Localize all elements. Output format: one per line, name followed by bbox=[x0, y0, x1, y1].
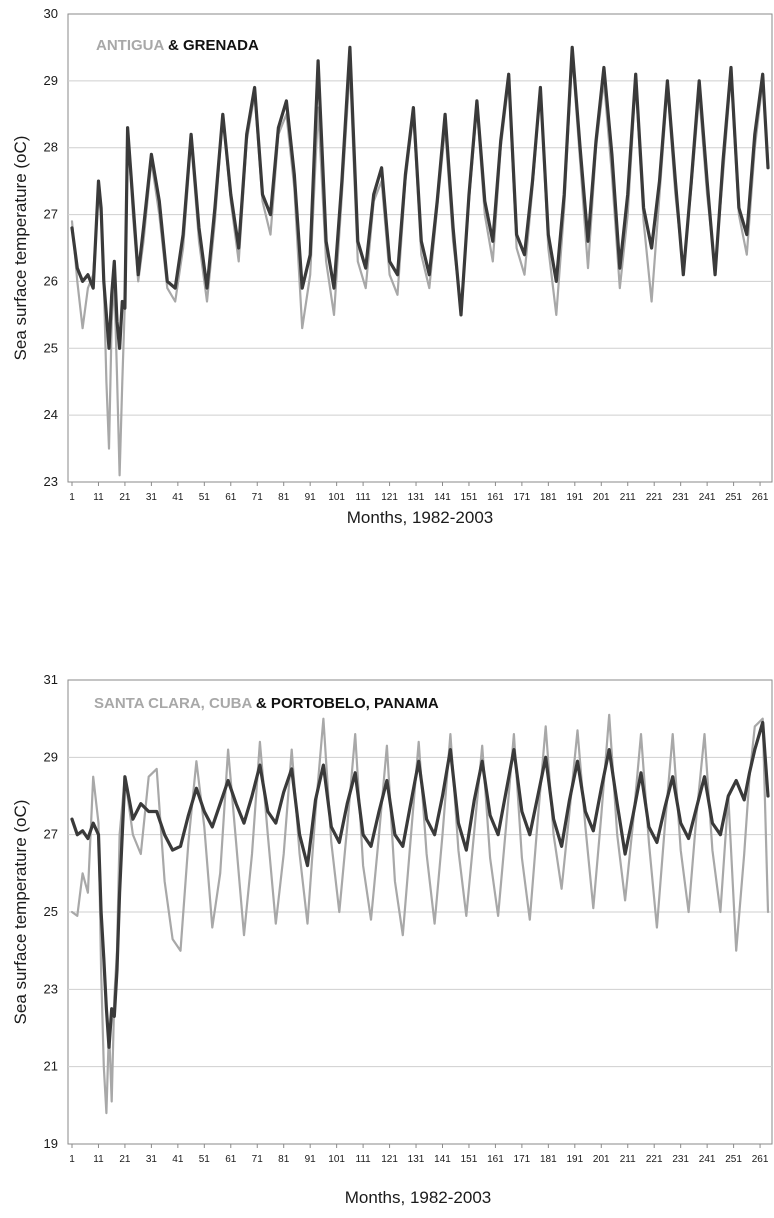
x-tick-label: 91 bbox=[305, 492, 317, 503]
x-tick-label: 21 bbox=[119, 492, 131, 503]
x-tick-label: 151 bbox=[461, 1154, 478, 1165]
x-tick-label: 211 bbox=[620, 1154, 636, 1165]
x-tick-label: 71 bbox=[252, 1154, 264, 1165]
x-tick-label: 111 bbox=[356, 1154, 372, 1165]
x-tick-label: 191 bbox=[566, 492, 583, 503]
x-tick-label: 251 bbox=[725, 492, 742, 503]
series-line-0 bbox=[70, 713, 770, 1115]
x-tick-label: 221 bbox=[646, 492, 663, 503]
y-tick-label: 31 bbox=[44, 672, 58, 687]
x-tick-label: 261 bbox=[752, 1154, 769, 1165]
x-tick-label: 221 bbox=[646, 1154, 663, 1165]
x-tick-label: 141 bbox=[434, 492, 451, 503]
x-tick-label: 31 bbox=[146, 492, 158, 503]
x-tick-label: 211 bbox=[620, 492, 636, 503]
x-tick-label: 231 bbox=[672, 1154, 689, 1165]
y-tick-label: 28 bbox=[44, 140, 58, 155]
x-tick-label: 201 bbox=[593, 1154, 610, 1165]
x-ticks: 1 11 21 31 41 51 61 71 81 91 101 111 121 131 141 151 161… bbox=[69, 482, 769, 503]
y-tick-label: 23 bbox=[44, 474, 58, 489]
y-tick-label: 24 bbox=[44, 407, 58, 422]
title-part-portobelo: & PORTOBELO, PANAMA bbox=[252, 695, 439, 712]
x-tick-label: 171 bbox=[514, 1154, 531, 1165]
chart-title: ANTIGUA & GRENADA bbox=[96, 37, 259, 54]
x-tick-label: 101 bbox=[328, 492, 345, 503]
chart-title: SANTA CLARA, CUBA & PORTOBELO, PANAMA bbox=[94, 695, 439, 712]
x-tick-label: 61 bbox=[225, 1154, 237, 1165]
x-tick-label: 131 bbox=[408, 1154, 425, 1165]
y-tick-label: 21 bbox=[44, 1059, 58, 1074]
y-ticks: 19 21 23 25 27 29 31 bbox=[44, 672, 58, 1151]
gridlines bbox=[68, 80, 772, 416]
y-tick-label: 23 bbox=[44, 981, 58, 996]
x-tick-label: 241 bbox=[699, 1154, 716, 1165]
x-tick-label: 241 bbox=[699, 492, 716, 503]
x-tick-label: 131 bbox=[408, 492, 425, 503]
y-tick-label: 25 bbox=[44, 904, 58, 919]
x-tick-label: 121 bbox=[381, 492, 398, 503]
x-tick-label: 231 bbox=[672, 492, 689, 503]
title-part-antigua: ANTIGUA bbox=[96, 37, 164, 54]
x-tick-label: 111 bbox=[356, 492, 372, 503]
x-tick-label: 71 bbox=[252, 492, 264, 503]
x-tick-label: 31 bbox=[146, 1154, 158, 1165]
y-ticks: 23 24 25 26 27 28 29 30 bbox=[44, 6, 58, 489]
x-tick-label: 141 bbox=[434, 1154, 451, 1165]
y-axis-label: Sea surface temperature (oC) bbox=[11, 800, 30, 1025]
x-axis-label: Months, 1982-2003 bbox=[345, 1188, 492, 1207]
x-tick-label: 171 bbox=[514, 492, 531, 503]
x-tick-label: 11 bbox=[93, 492, 104, 503]
x-tick-label: 1 bbox=[69, 492, 75, 503]
x-tick-label: 121 bbox=[381, 1154, 398, 1165]
title-part-santa-clara: SANTA CLARA, CUBA bbox=[94, 695, 252, 712]
y-tick-label: 30 bbox=[44, 6, 58, 21]
x-tick-label: 11 bbox=[93, 1154, 104, 1165]
x-tick-label: 161 bbox=[487, 492, 504, 503]
x-axis-label: Months, 1982-2003 bbox=[347, 508, 494, 527]
x-tick-label: 261 bbox=[752, 492, 769, 503]
x-tick-label: 1 bbox=[69, 1154, 75, 1165]
y-tick-label: 29 bbox=[44, 73, 58, 88]
y-tick-label: 25 bbox=[44, 340, 58, 355]
x-tick-label: 81 bbox=[278, 1154, 290, 1165]
x-tick-label: 251 bbox=[725, 1154, 742, 1165]
series-line-1 bbox=[70, 45, 770, 350]
x-tick-label: 51 bbox=[199, 492, 211, 503]
x-tick-label: 101 bbox=[328, 1154, 345, 1165]
series-line-1 bbox=[70, 720, 770, 1049]
x-tick-label: 151 bbox=[461, 492, 478, 503]
y-tick-label: 29 bbox=[44, 749, 58, 764]
x-tick-label: 51 bbox=[199, 1154, 211, 1165]
x-tick-label: 91 bbox=[305, 1154, 317, 1165]
series-lines bbox=[70, 713, 770, 1115]
x-tick-label: 191 bbox=[566, 1154, 583, 1165]
x-ticks: 1 11 21 31 41 51 61 71 81 91 101 111 121 131 141 151 161… bbox=[69, 1144, 769, 1165]
x-tick-label: 201 bbox=[593, 492, 610, 503]
x-tick-label: 21 bbox=[119, 1154, 131, 1165]
y-axis-label: Sea surface temperature (oC) bbox=[11, 136, 30, 361]
x-tick-label: 41 bbox=[172, 492, 184, 503]
y-tick-label: 27 bbox=[44, 827, 58, 842]
x-tick-label: 161 bbox=[487, 1154, 504, 1165]
x-tick-label: 61 bbox=[225, 492, 237, 503]
y-tick-label: 19 bbox=[44, 1136, 58, 1151]
x-tick-label: 181 bbox=[540, 492, 557, 503]
y-tick-label: 26 bbox=[44, 273, 58, 288]
x-tick-label: 41 bbox=[172, 1154, 184, 1165]
series-lines bbox=[70, 45, 770, 477]
y-tick-label: 27 bbox=[44, 207, 58, 222]
x-tick-label: 81 bbox=[278, 492, 290, 503]
x-tick-label: 181 bbox=[540, 1154, 557, 1165]
title-part-grenada: & GRENADA bbox=[164, 37, 259, 54]
